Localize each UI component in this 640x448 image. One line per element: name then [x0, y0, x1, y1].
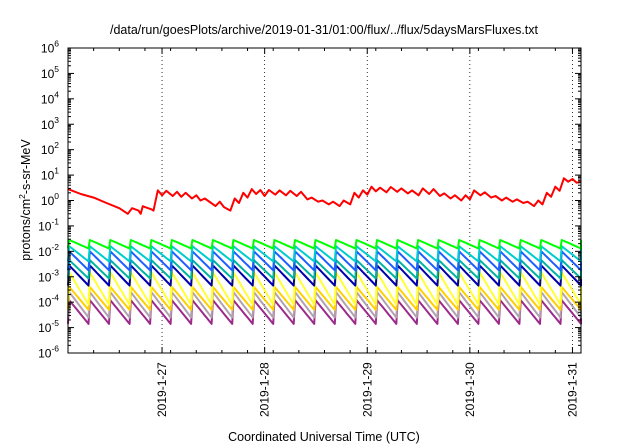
plot-frame — [67, 47, 582, 354]
y-tick-label: 103 — [41, 115, 59, 132]
x-axis-ticks: 2019-1-27 2019-1-28 2019-1-29 2019-1-30 2019… — [67, 48, 582, 417]
y-tick-label: 10-5 — [38, 318, 59, 335]
series-line — [67, 264, 582, 287]
y-tick-label: 106 — [41, 39, 59, 56]
y-axis-ticks: 106 105 104 103 102 101 100 10-1 10-2 10-3 10-4 10-… — [38, 39, 581, 361]
y-tick-label: 102 — [41, 140, 59, 157]
x-tick-label: 2019-1-28 — [258, 362, 272, 417]
series-line — [67, 285, 582, 311]
series-line — [67, 177, 582, 215]
y-tick-label: 10-2 — [38, 242, 59, 259]
x-tick-label: 2019-1-27 — [155, 362, 169, 417]
x-tick-label: 2019-1-29 — [360, 362, 374, 417]
y-tick-label: 101 — [41, 166, 59, 183]
x-axis-label: Coordinated Universal Time (UTC) — [228, 430, 420, 444]
x-tick-label: 2019-1-30 — [463, 362, 477, 417]
y-tick-label: 10-3 — [38, 267, 59, 284]
vertical-grid — [161, 48, 573, 353]
x-tick-label: 2019-1-31 — [565, 362, 579, 417]
series-line — [67, 291, 582, 319]
y-tick-label: 10-6 — [38, 344, 59, 361]
y-tick-label: 10-1 — [38, 216, 59, 233]
y-tick-label: 100 — [41, 191, 59, 208]
chart-title: /data/run/goesPlots/archive/2019-01-31/0… — [110, 23, 539, 37]
series-line — [67, 299, 582, 325]
series-line — [67, 245, 582, 263]
y-axis-label: protons/cm2-s-sr-MeV — [17, 139, 33, 261]
series-line — [67, 239, 582, 250]
series-line — [67, 250, 582, 272]
y-tick-label: 104 — [41, 89, 59, 106]
series-line — [67, 259, 582, 280]
y-tick-label: 105 — [41, 64, 59, 81]
y-tick-label: 10-4 — [38, 293, 59, 310]
series-line — [67, 271, 582, 306]
series-layer — [67, 177, 582, 325]
